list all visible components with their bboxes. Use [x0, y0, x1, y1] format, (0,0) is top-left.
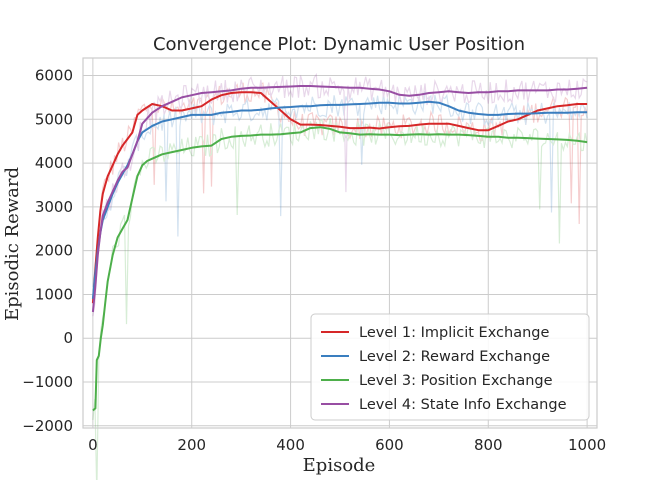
- x-tick-label: 600: [375, 436, 404, 454]
- legend: Level 1: Implicit Exchange Level 2: Rewar…: [310, 313, 590, 421]
- y-tick-label: 5000: [35, 110, 73, 128]
- legend-entry-1: Level 1: Implicit Exchange: [359, 325, 549, 341]
- plot-area: 0 200 400 600 800 1000 −2000 −1000 0 1000 2000 3000…: [22, 57, 606, 480]
- series-line-1: [91, 91, 588, 304]
- y-tick-label: −1000: [22, 373, 73, 391]
- x-axis-label: Episode: [303, 455, 376, 476]
- y-tick-label: 6000: [35, 67, 73, 85]
- legend-entry-2: Level 2: Reward Exchange: [359, 349, 550, 365]
- x-tick-label: 200: [177, 436, 206, 454]
- x-tick-label: 400: [276, 436, 305, 454]
- y-tick-label: 4000: [35, 154, 73, 172]
- y-tick-label: −2000: [22, 417, 73, 435]
- legend-box: [310, 313, 590, 421]
- y-tick-label: 2000: [35, 242, 73, 260]
- series-line-4: [91, 85, 588, 313]
- raw-trace-3: [92, 118, 588, 480]
- y-tick-label: 0: [63, 329, 73, 347]
- plot-border: [82, 57, 598, 429]
- series-line-3: [92, 126, 588, 412]
- y-axis-label: Episodic Reward: [2, 167, 23, 321]
- x-tick-label: 0: [88, 436, 98, 454]
- legend-entry-3: Level 3: Position Exchange: [359, 373, 553, 389]
- chart-title: Convergence Plot: Dynamic User Position: [153, 34, 525, 55]
- legend-entry-4: Level 4: State Info Exchange: [359, 397, 567, 413]
- x-tick-label: 800: [474, 436, 503, 454]
- raw-trace-4: [92, 72, 588, 317]
- x-tick-label: 1000: [568, 436, 606, 454]
- y-tick-label: 3000: [35, 198, 73, 216]
- y-tick-label: 1000: [35, 285, 73, 303]
